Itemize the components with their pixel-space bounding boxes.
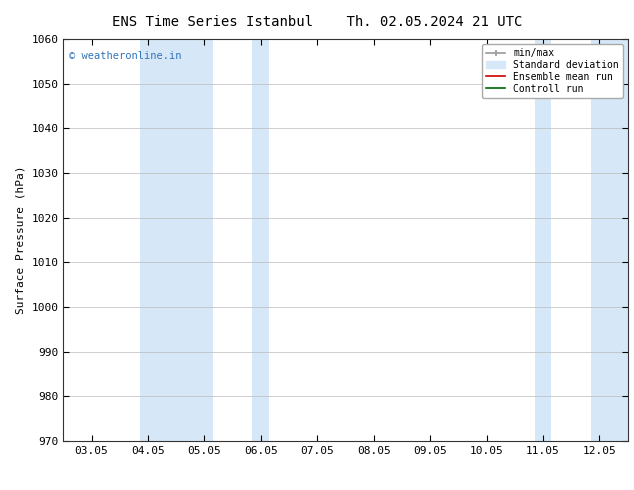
Bar: [591, 39, 628, 441]
Y-axis label: Surface Pressure (hPa): Surface Pressure (hPa): [16, 166, 26, 315]
Legend: min/max, Standard deviation, Ensemble mean run, Controll run: min/max, Standard deviation, Ensemble me…: [482, 44, 623, 98]
Bar: [139, 39, 213, 441]
Text: © weatheronline.in: © weatheronline.in: [69, 51, 181, 61]
Text: ENS Time Series Istanbul    Th. 02.05.2024 21 UTC: ENS Time Series Istanbul Th. 02.05.2024 …: [112, 15, 522, 29]
Bar: [534, 39, 552, 441]
Bar: [252, 39, 269, 441]
